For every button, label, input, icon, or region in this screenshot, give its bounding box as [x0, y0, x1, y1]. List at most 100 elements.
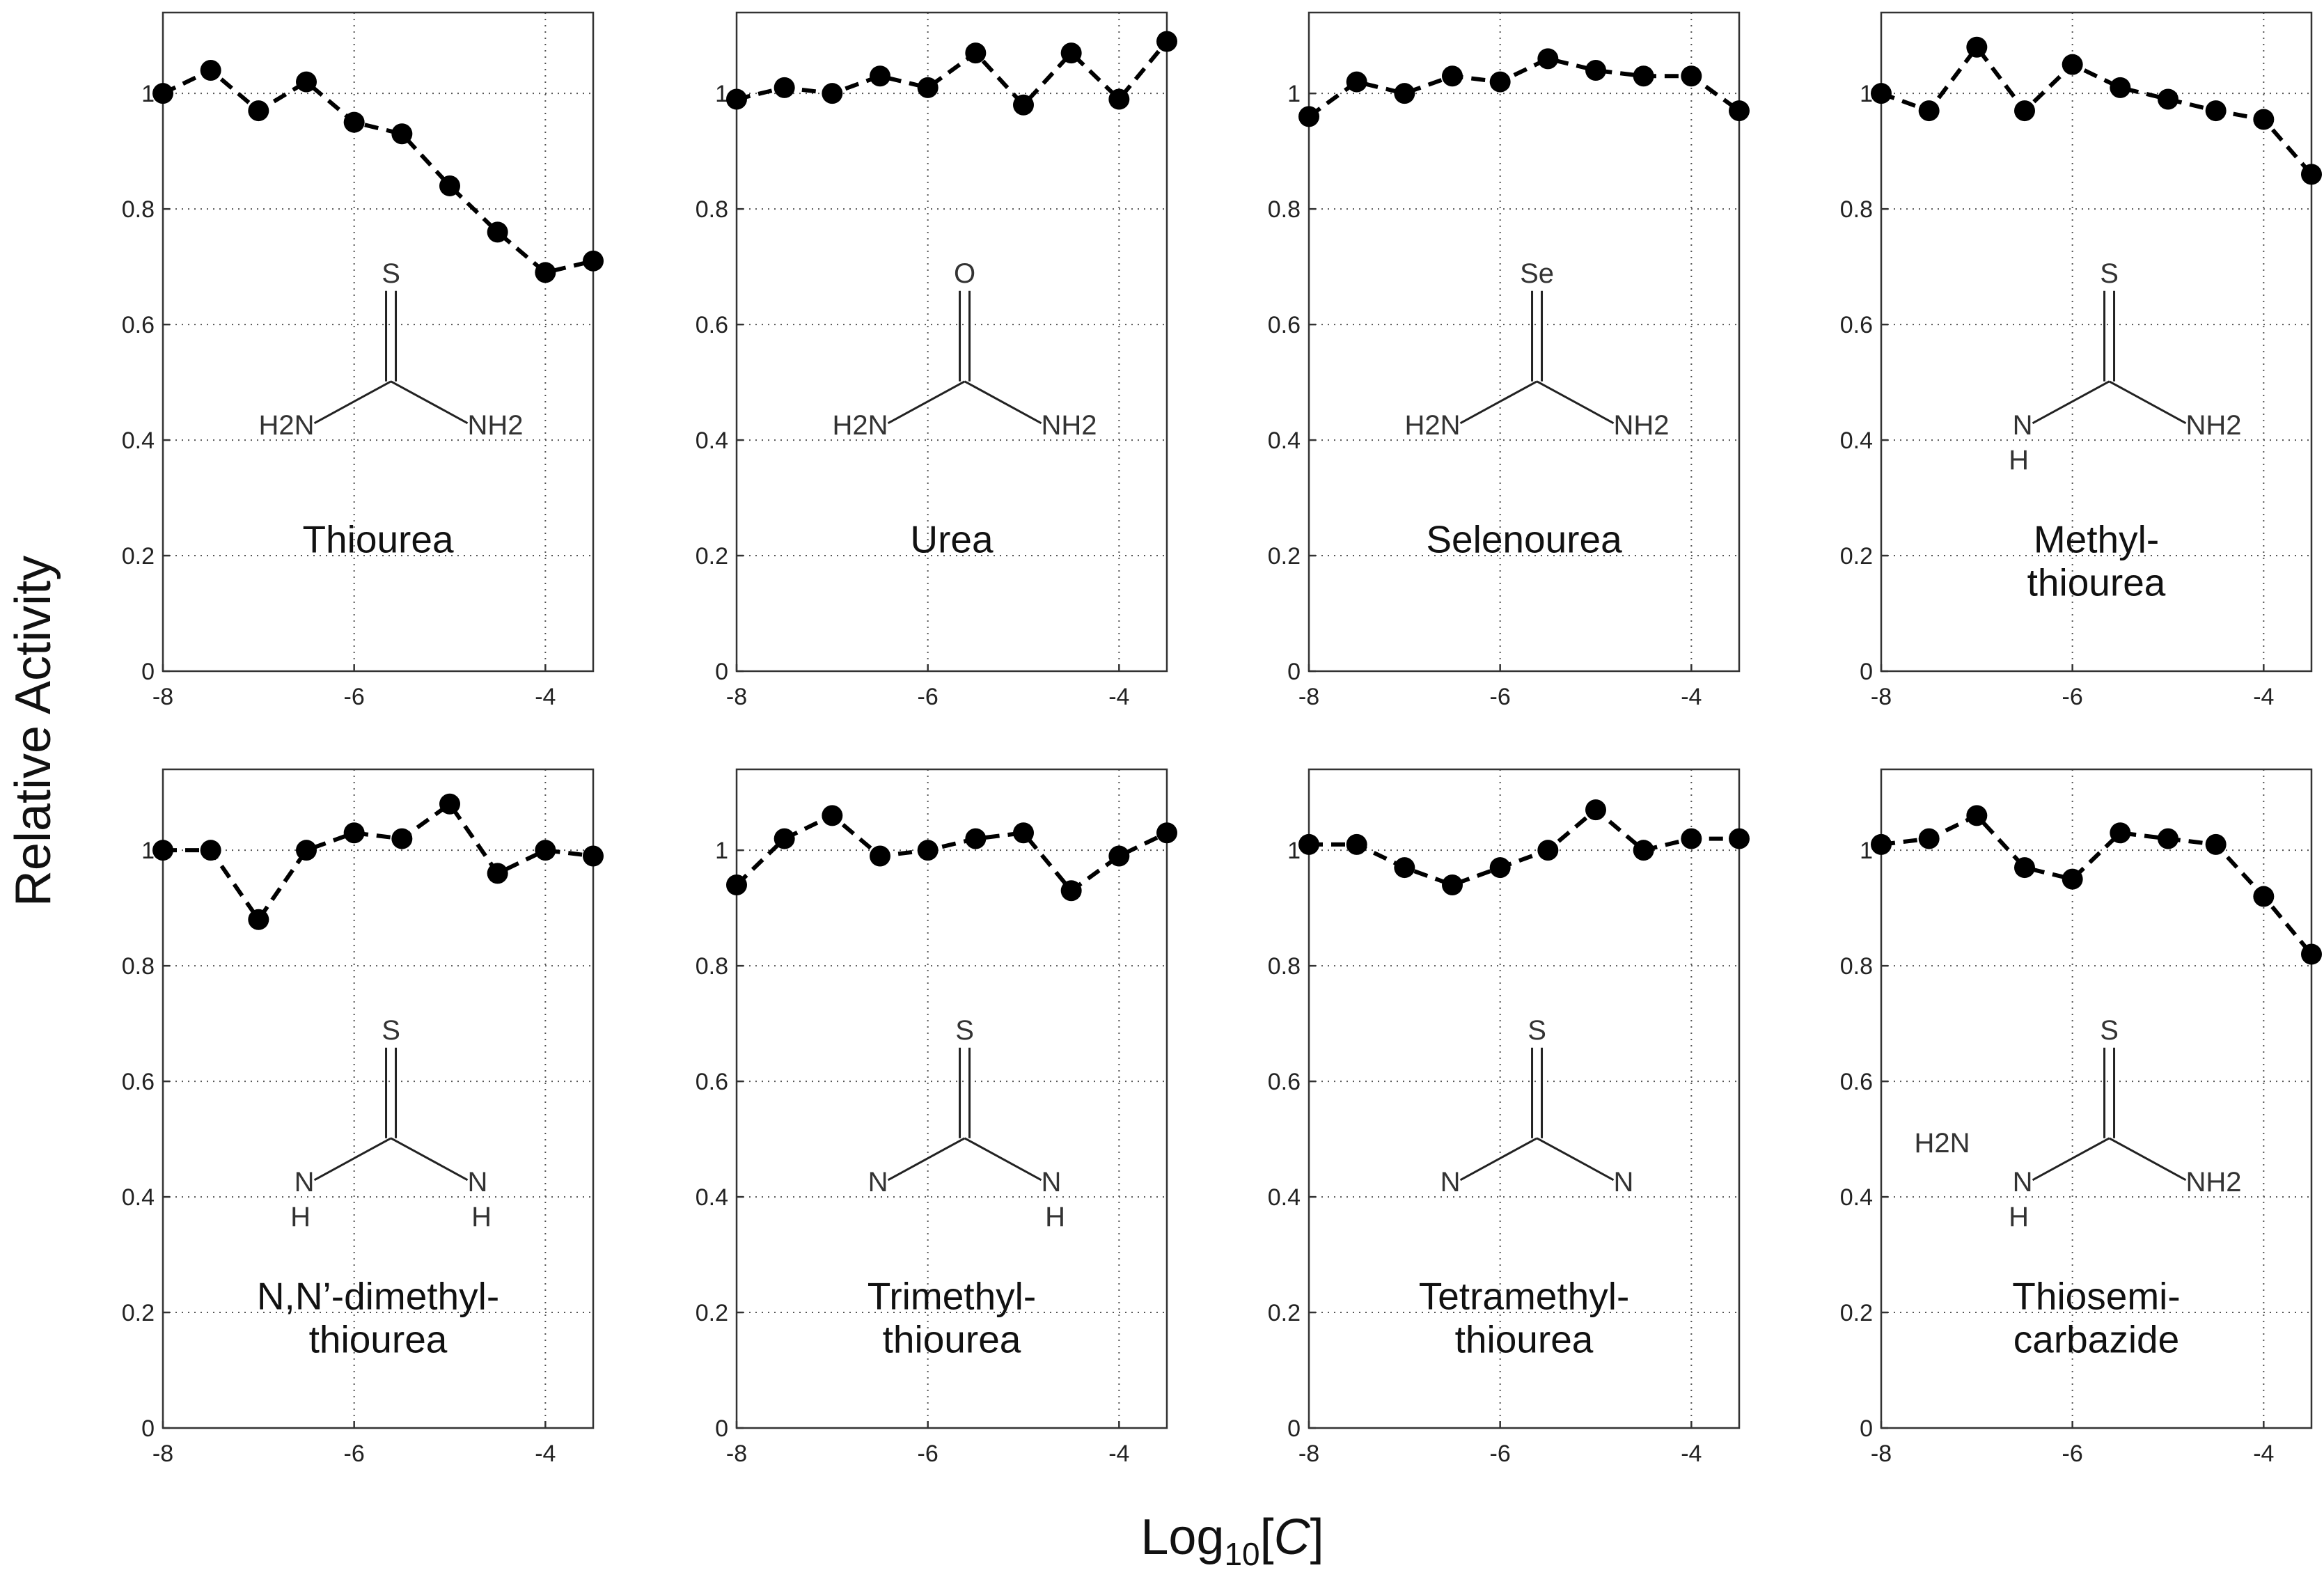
data-point: [1298, 106, 1319, 127]
bond-right: [1536, 1137, 1615, 1182]
chart-panel-1: 0 0.2 0.4 0.6 0.8 1 -8 -6 -4 S H2N NH2 Thiourea: [122, 11, 604, 710]
data-point: [296, 840, 317, 861]
data-point: [1585, 59, 1606, 81]
data-point: [2014, 100, 2035, 122]
data-point: [1871, 833, 1892, 855]
y-tick-label: 0.6: [696, 1069, 728, 1095]
data-point: [1013, 822, 1034, 844]
data-point: [1108, 845, 1130, 867]
data-point: [1966, 36, 1988, 58]
x-tick-label: -4: [1681, 1441, 1702, 1467]
data-point: [2253, 109, 2275, 130]
atom-right: NH2: [1614, 410, 1670, 441]
x-tick-label: -8: [726, 1441, 747, 1467]
x-tick-label: -4: [1108, 684, 1129, 710]
bond-left: [1459, 1137, 1538, 1182]
data-point: [296, 71, 317, 93]
data-point: [535, 262, 556, 283]
y-tick-label: 0.4: [122, 427, 155, 454]
chart-panel-5: 00.20.40.60.81-8 -6 -4SN NH HN,N’-dimethyl-t…: [122, 768, 604, 1467]
series-line: [163, 801, 594, 924]
chart-panel-2: 0 0.2 0.4 0.6 0.8 1 -8 -6 -4 O H2N NH2 Urea: [696, 11, 1177, 710]
y-tick-label: 0.8: [696, 196, 728, 223]
plot-frame: [735, 11, 1168, 673]
x-tick-label: -6: [1490, 684, 1511, 710]
y-tick-label: 1: [1287, 81, 1301, 107]
data-point: [1108, 88, 1130, 110]
data-point: [1729, 828, 1750, 849]
data-point: [200, 840, 221, 861]
data-point: [1489, 71, 1511, 93]
data-point: [1681, 65, 1702, 87]
y-tick-label: 0.2: [1840, 1300, 1873, 1326]
data-point: [2062, 54, 2083, 75]
data-point: [152, 840, 173, 861]
atom-top: S: [382, 1015, 400, 1046]
series-line: [162, 68, 594, 275]
atom-top: Se: [1520, 258, 1554, 289]
atom-left: H2N: [1405, 410, 1461, 441]
data-point: [822, 83, 843, 104]
compound-name: N,N’-dimethyl-: [257, 1275, 499, 1318]
y-axis-title: Relative Activity: [6, 556, 61, 907]
y-tick-label: 1: [141, 81, 155, 107]
x-tick-label: -4: [2253, 684, 2274, 710]
data-point: [726, 874, 747, 895]
x-tick-label: -4: [535, 684, 556, 710]
x-tick-label: -4: [1681, 684, 1702, 710]
series-line: [1309, 807, 1739, 888]
atom-top: S: [382, 258, 400, 289]
data-point: [1585, 799, 1606, 821]
data-point: [965, 828, 987, 849]
x-tick-label: -8: [1298, 684, 1319, 710]
series-line: [736, 40, 1169, 109]
y-tick-label: 1: [1860, 81, 1873, 107]
atom-right: NH2: [1042, 410, 1097, 441]
y-tick-label: 0: [715, 659, 728, 685]
y-tick-label: 0.2: [122, 1300, 155, 1326]
atom-right-h: H: [471, 1202, 492, 1232]
compound-name: Methyl-: [2034, 518, 2159, 561]
data-point: [2301, 164, 2322, 185]
compound-name: Urea: [910, 518, 994, 561]
y-tick-label: 0: [141, 1415, 155, 1442]
y-tick-label: 0: [715, 1415, 728, 1442]
data-point: [1156, 31, 1177, 52]
x-tick-label: -4: [2253, 1441, 2274, 1467]
series-line: [1880, 43, 2314, 176]
atom-right: N: [468, 1167, 488, 1198]
compound-name: Thiosemi-: [2012, 1275, 2180, 1318]
y-tick-label: 0.8: [1840, 953, 1873, 980]
y-tick-label: 0.8: [122, 196, 155, 223]
bond-right: [964, 380, 1042, 425]
compound-name: thiourea: [883, 1318, 1021, 1361]
atom-left-h: H: [290, 1202, 311, 1232]
atom-left-extra: H2N: [1915, 1128, 1970, 1159]
data-point: [2205, 100, 2227, 122]
y-tick-label: 0.2: [122, 543, 155, 570]
data-point: [439, 175, 460, 196]
data-point: [1060, 880, 1082, 902]
x-tick-label: -6: [344, 1441, 365, 1467]
y-tick-label: 1: [715, 81, 728, 107]
structure-drawing: [887, 290, 1042, 425]
chart-panel-3: 0 0.2 0.4 0.6 0.8 1 -8 -6 -4 Se H2N NH2 Selenourea: [1268, 11, 1750, 710]
atom-left-h: H: [2009, 1202, 2029, 1232]
plot-frame: [1880, 11, 2313, 673]
x-tick-label: -6: [2062, 1441, 2083, 1467]
data-point: [1871, 83, 1892, 104]
atom-left: H2N: [833, 410, 888, 441]
data-point: [965, 42, 987, 64]
bond-left: [887, 380, 966, 425]
data-point: [774, 77, 795, 98]
y-tick-label: 0.8: [1268, 196, 1301, 223]
compound-name: Tetramethyl-: [1419, 1275, 1630, 1318]
data-point: [487, 863, 508, 884]
atom-top: S: [1528, 1015, 1546, 1046]
compound-name: thiourea: [2027, 561, 2166, 604]
y-tick-label: 0.6: [122, 1069, 155, 1095]
data-point: [1442, 65, 1463, 87]
data-point: [1966, 805, 1988, 826]
y-tick-label: 1: [1287, 838, 1301, 864]
